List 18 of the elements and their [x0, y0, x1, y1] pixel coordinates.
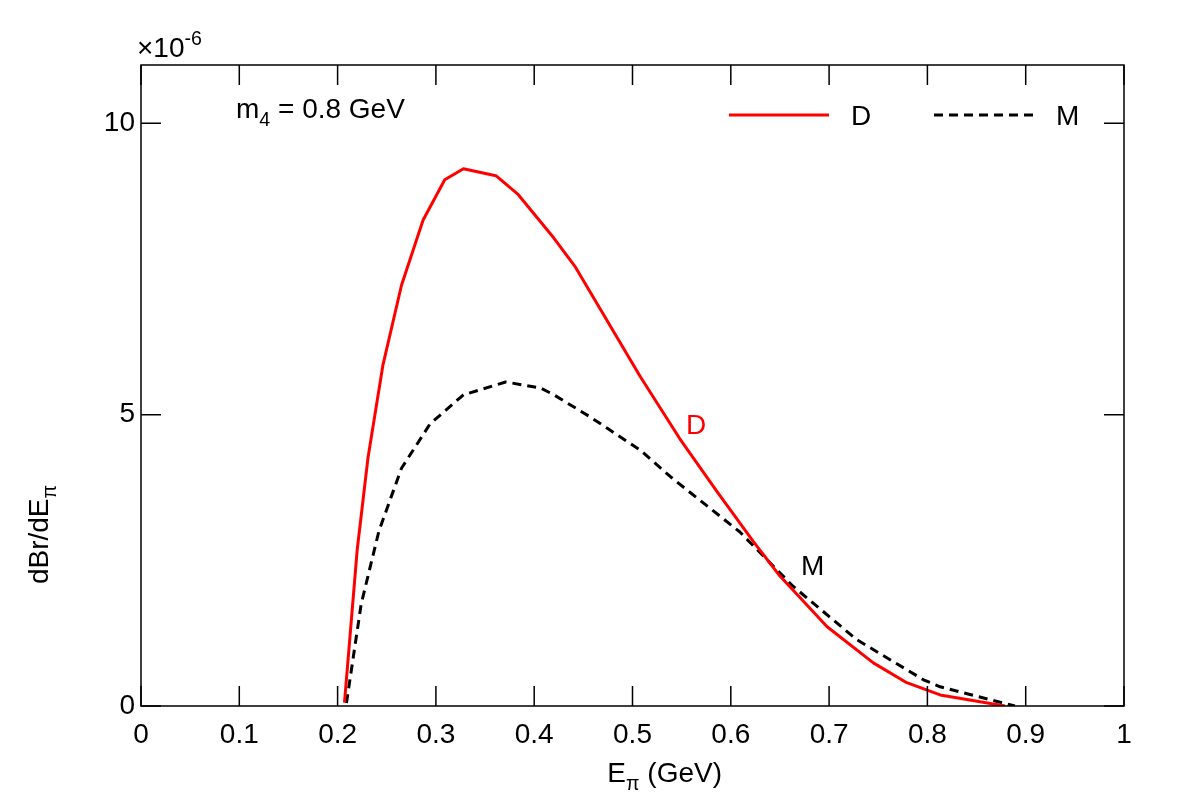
x-tick-label: 0.8 — [907, 717, 947, 749]
x-tick-label: 1 — [1116, 717, 1132, 749]
y-tick-label: 10 — [103, 105, 135, 137]
x-tick-label: 0.2 — [318, 717, 358, 749]
x-tick-label: 0.5 — [613, 717, 652, 749]
x-tick-label: 0.9 — [1006, 717, 1046, 749]
annotation: D — [686, 409, 707, 440]
legend-label: D — [851, 100, 872, 131]
x-tick-label: 0.6 — [711, 717, 751, 749]
x-tick-label: 0.1 — [219, 717, 259, 749]
x-tick-label: 0.7 — [809, 717, 849, 749]
y-axis-title: dBr/dEπ — [23, 484, 61, 585]
x-tick-label: 0.4 — [514, 717, 554, 749]
annotation: M — [801, 550, 825, 581]
legend-label: M — [1056, 100, 1080, 131]
y-tick-label: 0 — [119, 688, 135, 720]
y-tick-label: 5 — [119, 397, 135, 429]
x-tick-label: 0.3 — [416, 717, 456, 749]
